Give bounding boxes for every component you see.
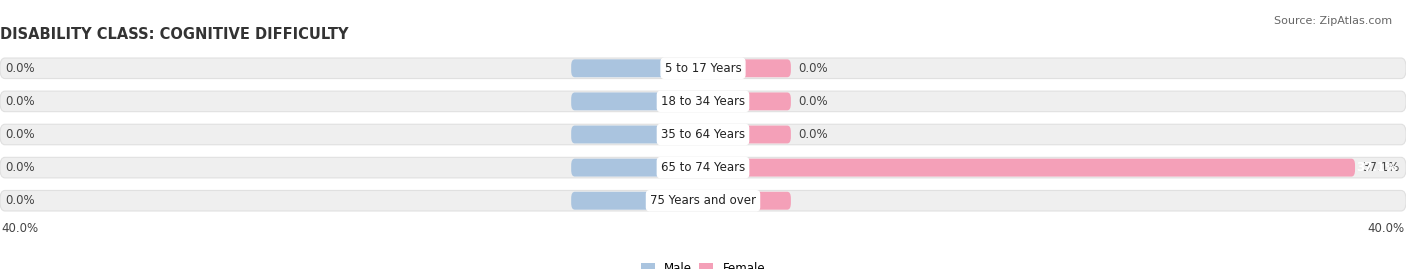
Text: 37.1%: 37.1% (1362, 161, 1399, 174)
FancyBboxPatch shape (571, 59, 703, 77)
FancyBboxPatch shape (703, 192, 790, 210)
FancyBboxPatch shape (703, 59, 790, 77)
Text: 0.0%: 0.0% (6, 194, 35, 207)
FancyBboxPatch shape (0, 58, 1406, 79)
Legend: Male, Female: Male, Female (636, 258, 770, 269)
Text: 0.0%: 0.0% (799, 95, 828, 108)
Text: 18 to 34 Years: 18 to 34 Years (661, 95, 745, 108)
FancyBboxPatch shape (703, 126, 790, 143)
Text: 0.0%: 0.0% (799, 128, 828, 141)
FancyBboxPatch shape (0, 124, 1406, 145)
FancyBboxPatch shape (0, 157, 1406, 178)
Text: DISABILITY CLASS: COGNITIVE DIFFICULTY: DISABILITY CLASS: COGNITIVE DIFFICULTY (0, 27, 349, 43)
Text: 75 Years and over: 75 Years and over (650, 194, 756, 207)
FancyBboxPatch shape (571, 159, 703, 176)
FancyBboxPatch shape (0, 190, 1406, 211)
FancyBboxPatch shape (703, 93, 790, 110)
Text: 37.1%: 37.1% (1357, 161, 1398, 174)
Text: 65 to 74 Years: 65 to 74 Years (661, 161, 745, 174)
Text: 0.0%: 0.0% (6, 62, 35, 75)
Text: 5 to 17 Years: 5 to 17 Years (665, 62, 741, 75)
Text: Source: ZipAtlas.com: Source: ZipAtlas.com (1274, 16, 1392, 26)
Text: 35 to 64 Years: 35 to 64 Years (661, 128, 745, 141)
FancyBboxPatch shape (0, 91, 1406, 112)
FancyBboxPatch shape (571, 192, 703, 210)
Text: 40.0%: 40.0% (1, 222, 39, 235)
Text: 0.0%: 0.0% (6, 161, 35, 174)
Text: 0.0%: 0.0% (6, 95, 35, 108)
FancyBboxPatch shape (571, 126, 703, 143)
Text: 0.0%: 0.0% (6, 128, 35, 141)
FancyBboxPatch shape (571, 93, 703, 110)
FancyBboxPatch shape (703, 159, 1355, 176)
Text: 40.0%: 40.0% (1367, 222, 1405, 235)
Text: 0.0%: 0.0% (799, 62, 828, 75)
